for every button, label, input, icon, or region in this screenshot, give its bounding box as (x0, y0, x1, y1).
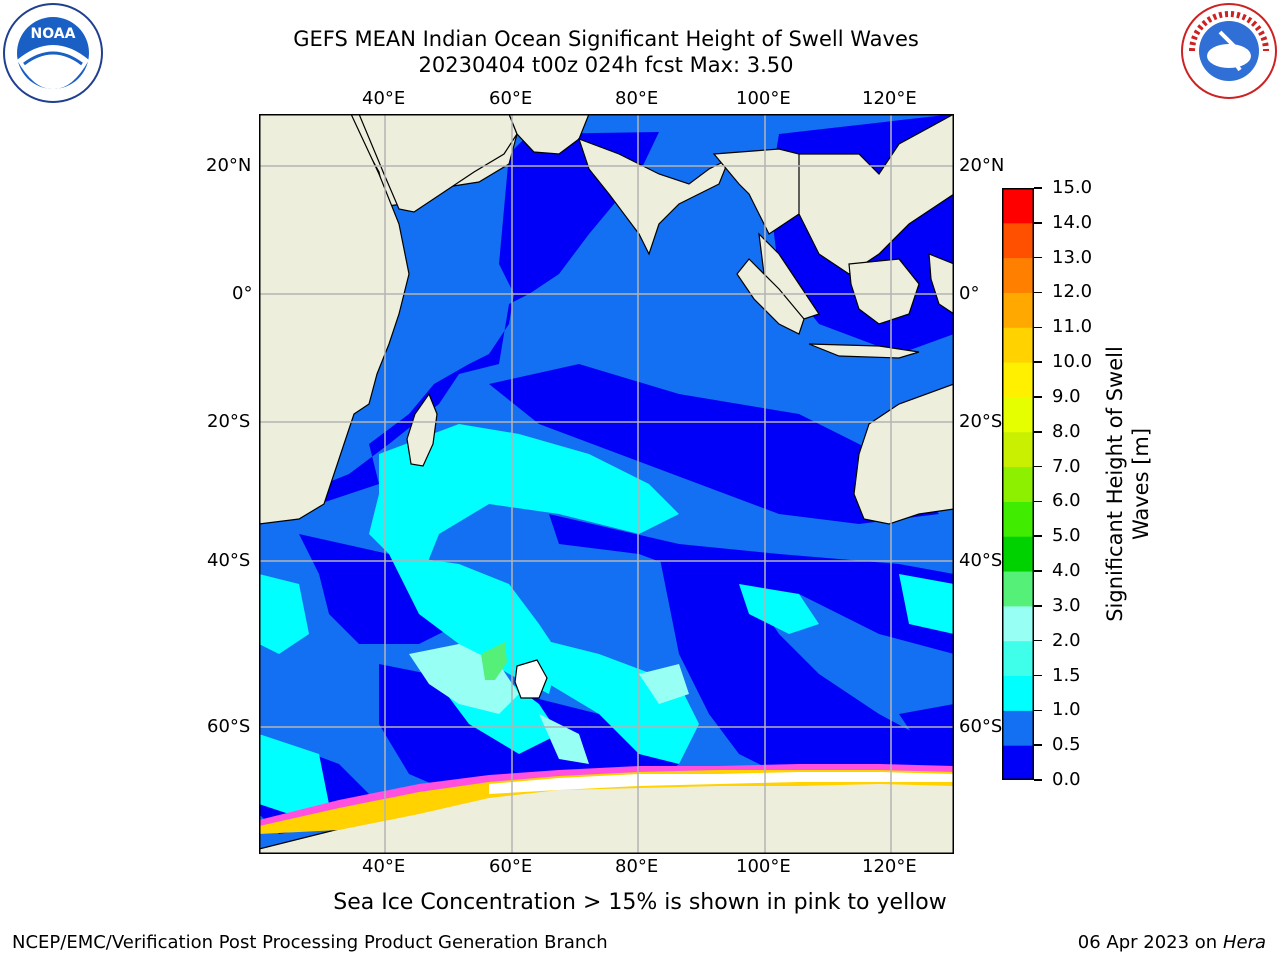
colorbar-tick-label: 0.5 (1052, 734, 1081, 756)
colorbar-segment (1002, 257, 1034, 293)
colorbar-tick (1034, 222, 1042, 224)
colorbar-tick (1034, 779, 1042, 781)
chart-title: GEFS MEAN Indian Ocean Significant Heigh… (293, 27, 919, 51)
colorbar-tick-label: 11.0 (1052, 316, 1093, 338)
colorbar-tick (1034, 326, 1042, 329)
lat-label-left: 60°S (207, 716, 251, 737)
colorbar-tick-label: 15.0 (1052, 177, 1093, 198)
colorbar-segment (1002, 571, 1034, 607)
colorbar-tick (1034, 535, 1042, 537)
colorbar-tick-label: 10.0 (1052, 351, 1093, 373)
sea-ice-band (259, 764, 954, 834)
colorbar-title-line1: Significant Height of Swell (1103, 346, 1127, 622)
colorbar-tick-label: 6.0 (1052, 490, 1081, 512)
colorbar-segment (1002, 710, 1034, 746)
colorbar-tick-label: 1.0 (1052, 699, 1081, 721)
colorbar-segment (1002, 431, 1034, 468)
colorbar-tick-label: 0.0 (1052, 769, 1081, 790)
lat-label-right: 60°S (959, 716, 1003, 737)
lat-label-right: 40°S (959, 550, 1003, 571)
colorbar-tick-label: 14.0 (1052, 211, 1093, 233)
colorbar-frame (1002, 188, 1034, 780)
colorbar-tick (1034, 396, 1042, 398)
colorbar-segment (1002, 640, 1034, 677)
colorbar-tick-label: 7.0 (1052, 455, 1081, 477)
colorbar-tick (1034, 431, 1042, 433)
colorbar-segment (1002, 222, 1034, 259)
footer-credit: NCEP/EMC/Verification Post Processing Pr… (12, 932, 608, 953)
colorbar-tick (1034, 570, 1042, 572)
max-swell-patch (481, 642, 507, 680)
colorbar-tick (1034, 256, 1042, 259)
colorbar-tick-label: 1.5 (1052, 664, 1081, 686)
lon-label-bottom: 40°E (362, 856, 406, 877)
sea-ice-note: Sea Ice Concentration > 15% is shown in … (333, 890, 947, 915)
colorbar-tick (1034, 291, 1042, 294)
footer-date: 06 Apr 2023 on Hera (1078, 932, 1266, 953)
lat-label-left: 20°N (206, 155, 252, 176)
lat-label-left: 0° (232, 283, 253, 304)
colorbar-segment (1002, 605, 1034, 642)
noaa-logo-icon: NOAA (3, 3, 103, 103)
lon-label-bottom: 60°E (489, 856, 533, 877)
lat-label-right: 20°S (959, 411, 1003, 432)
nws-logo-icon (1181, 3, 1277, 99)
footer-host: Hera (1222, 932, 1266, 953)
lon-label-top: 100°E (736, 88, 791, 109)
colorbar-segment (1002, 327, 1034, 363)
lon-label-bottom: 100°E (736, 856, 791, 877)
colorbar-segment (1002, 396, 1034, 433)
colorbar-tick-label: 8.0 (1052, 420, 1081, 442)
moderate-swell-regions (259, 424, 954, 814)
colorbar-segment (1002, 675, 1034, 711)
lon-label-top: 80°E (615, 88, 659, 109)
lat-label-right: 20°N (959, 155, 1005, 176)
colorbar-tick-label: 3.0 (1052, 594, 1081, 616)
lon-label-top: 120°E (862, 88, 917, 109)
noaa-logo-text: NOAA (31, 26, 76, 42)
colorbar-tick (1034, 639, 1042, 642)
colorbar (1002, 188, 1034, 780)
lon-label-top: 40°E (362, 88, 406, 109)
graticule (259, 114, 954, 854)
chart-subtitle: 20230404 t00z 024h fcst Max: 3.50 (418, 53, 794, 77)
footer-date-text: 06 Apr 2023 on (1077, 932, 1218, 953)
colorbar-segment (1002, 501, 1034, 537)
colorbar-segment (1002, 292, 1034, 328)
lon-label-bottom: 120°E (862, 856, 917, 877)
colorbar-tick-label: 5.0 (1052, 525, 1081, 547)
swell-height-map (259, 114, 954, 854)
colorbar-segment (1002, 362, 1034, 398)
colorbar-tick-label: 4.0 (1052, 560, 1081, 582)
colorbar-segment (1002, 466, 1034, 502)
colorbar-tick (1034, 187, 1042, 189)
map-frame (259, 114, 954, 854)
colorbar-tick (1034, 500, 1042, 503)
colorbar-tick (1034, 744, 1042, 746)
colorbar-segment (1002, 745, 1034, 780)
colorbar-tick-label: 2.0 (1052, 629, 1081, 651)
colorbar-title-line2: Waves [m] (1129, 427, 1153, 541)
colorbar-tick (1034, 605, 1042, 607)
lon-label-top: 60°E (489, 88, 533, 109)
lat-label-left: 20°S (207, 411, 251, 432)
colorbar-tick-label: 13.0 (1052, 246, 1093, 268)
colorbar-tick (1034, 465, 1042, 468)
lat-label-left: 40°S (207, 550, 251, 571)
colorbar-tick-label: 9.0 (1052, 385, 1081, 407)
colorbar-tick (1034, 361, 1042, 363)
lat-label-right: 0° (959, 283, 980, 304)
colorbar-tick (1034, 709, 1042, 712)
colorbar-tick-label: 12.0 (1052, 281, 1093, 303)
lon-label-bottom: 80°E (615, 856, 659, 877)
colorbar-tick (1034, 674, 1042, 677)
colorbar-segment (1002, 188, 1034, 224)
colorbar-segment (1002, 536, 1034, 572)
